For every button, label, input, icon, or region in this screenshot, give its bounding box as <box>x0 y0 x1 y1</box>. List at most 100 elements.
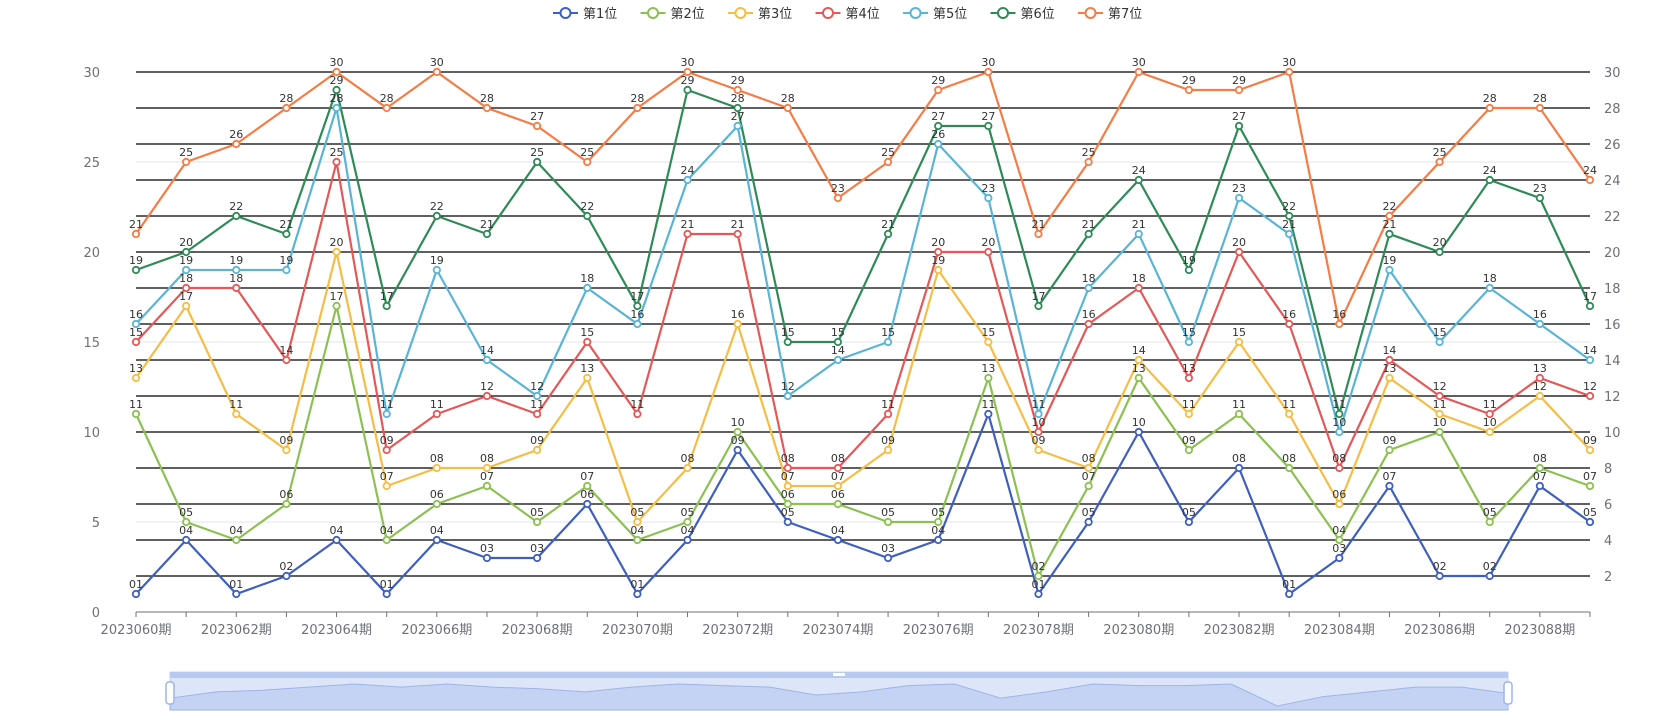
data-point[interactable] <box>934 139 943 149</box>
data-point[interactable] <box>1535 481 1544 491</box>
data-point[interactable] <box>382 445 391 455</box>
data-point[interactable] <box>1184 85 1193 95</box>
data-point[interactable] <box>1084 481 1093 491</box>
series-line[interactable] <box>135 70 1591 326</box>
data-point[interactable] <box>282 445 291 455</box>
data-point[interactable] <box>883 157 893 167</box>
data-point[interactable] <box>934 121 943 131</box>
data-point[interactable] <box>1034 571 1043 581</box>
data-point[interactable] <box>1535 373 1544 383</box>
data-point[interactable] <box>232 283 241 293</box>
data-point[interactable] <box>583 157 592 167</box>
data-point[interactable] <box>382 589 391 599</box>
data-point[interactable] <box>1585 355 1595 365</box>
legend-item[interactable]: 第5位 <box>903 7 967 22</box>
data-point[interactable] <box>382 409 391 419</box>
data-point[interactable] <box>131 319 141 329</box>
data-point[interactable] <box>1285 319 1294 329</box>
data-point[interactable] <box>282 499 291 509</box>
data-point[interactable] <box>783 517 792 527</box>
data-point[interactable] <box>182 265 191 275</box>
data-point[interactable] <box>633 319 642 329</box>
data-point[interactable] <box>1034 427 1043 437</box>
data-point[interactable] <box>232 535 241 545</box>
data-point[interactable] <box>1435 247 1444 257</box>
data-point[interactable] <box>332 85 341 95</box>
data-zoom-left-handle[interactable] <box>165 681 175 705</box>
legend-item[interactable]: 第1位 <box>553 7 617 22</box>
data-point[interactable] <box>282 103 291 113</box>
data-point[interactable] <box>1285 589 1294 599</box>
data-point[interactable] <box>1134 229 1143 239</box>
data-point[interactable] <box>984 247 993 257</box>
data-point[interactable] <box>833 193 843 203</box>
series-line[interactable] <box>135 250 1591 524</box>
data-point[interactable] <box>482 481 492 491</box>
data-point[interactable] <box>1335 553 1344 563</box>
data-point[interactable] <box>1535 103 1544 113</box>
data-point[interactable] <box>733 445 742 455</box>
data-point[interactable] <box>1184 445 1193 455</box>
data-point[interactable] <box>1485 571 1494 581</box>
data-point[interactable] <box>131 337 141 347</box>
data-point[interactable] <box>1585 391 1595 401</box>
data-point[interactable] <box>1084 283 1093 293</box>
series-line[interactable] <box>135 412 1591 596</box>
data-point[interactable] <box>432 535 441 545</box>
data-point[interactable] <box>482 391 492 401</box>
data-point[interactable] <box>533 121 542 131</box>
data-point[interactable] <box>1034 409 1043 419</box>
data-point[interactable] <box>1335 499 1344 509</box>
data-point[interactable] <box>1084 463 1093 473</box>
data-point[interactable] <box>1084 229 1093 239</box>
data-point[interactable] <box>934 85 943 95</box>
data-point[interactable] <box>1084 319 1093 329</box>
data-point[interactable] <box>583 337 592 347</box>
data-point[interactable] <box>1435 571 1444 581</box>
data-point[interactable] <box>733 85 742 95</box>
data-point[interactable] <box>733 121 742 131</box>
series-line[interactable] <box>135 160 1591 470</box>
data-point[interactable] <box>232 265 241 275</box>
data-point[interactable] <box>984 121 993 131</box>
data-point[interactable] <box>182 517 191 527</box>
data-point[interactable] <box>583 373 592 383</box>
data-point[interactable] <box>833 535 843 545</box>
data-point[interactable] <box>883 553 893 563</box>
data-point[interactable] <box>432 67 441 77</box>
data-point[interactable] <box>332 301 341 311</box>
data-point[interactable] <box>1134 175 1143 185</box>
data-point[interactable] <box>683 535 692 545</box>
data-point[interactable] <box>182 535 191 545</box>
data-point[interactable] <box>984 373 993 383</box>
data-point[interactable] <box>1134 283 1143 293</box>
data-point[interactable] <box>783 391 792 401</box>
data-point[interactable] <box>1285 67 1294 77</box>
data-point[interactable] <box>1335 535 1344 545</box>
legend-item[interactable]: 第6位 <box>990 7 1055 22</box>
data-point[interactable] <box>583 499 592 509</box>
data-point[interactable] <box>1585 517 1595 527</box>
data-point[interactable] <box>583 211 592 221</box>
data-point[interactable] <box>332 157 341 167</box>
data-point[interactable] <box>783 103 792 113</box>
data-point[interactable] <box>432 499 441 509</box>
legend-item[interactable]: 第3位 <box>728 7 792 22</box>
data-point[interactable] <box>1485 283 1494 293</box>
data-point[interactable] <box>683 175 692 185</box>
data-point[interactable] <box>1435 427 1444 437</box>
data-point[interactable] <box>1485 175 1494 185</box>
data-point[interactable] <box>1485 517 1494 527</box>
data-point[interactable] <box>1234 121 1244 131</box>
data-point[interactable] <box>783 499 792 509</box>
data-point[interactable] <box>833 337 843 347</box>
data-point[interactable] <box>1034 229 1043 239</box>
data-point[interactable] <box>232 211 241 221</box>
data-point[interactable] <box>1134 355 1143 365</box>
data-point[interactable] <box>1385 445 1394 455</box>
legend-item[interactable]: 第2位 <box>640 7 705 22</box>
data-point[interactable] <box>1234 85 1244 95</box>
data-point[interactable] <box>1234 409 1244 419</box>
data-point[interactable] <box>1435 409 1444 419</box>
data-point[interactable] <box>533 391 542 401</box>
